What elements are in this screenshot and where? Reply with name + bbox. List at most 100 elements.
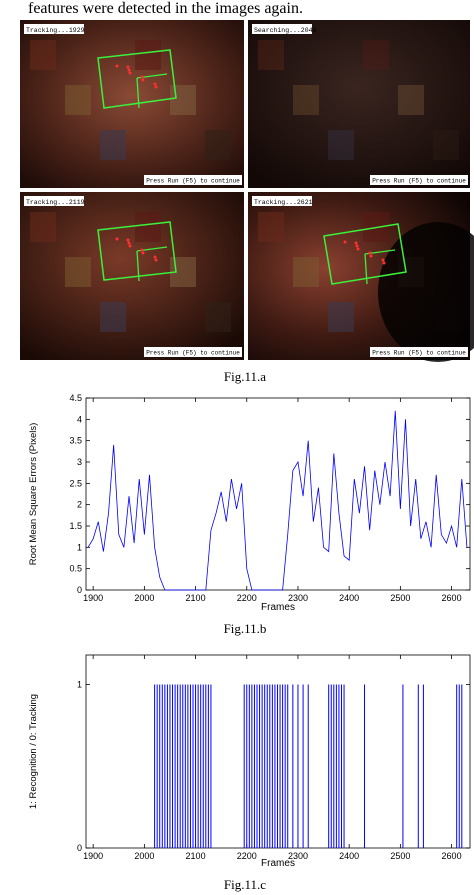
feature-point <box>154 85 158 89</box>
y-tick-label: 0 <box>77 843 82 853</box>
panel-hint: Press Run (F5) to continue <box>372 178 466 185</box>
photo-detail <box>30 40 56 70</box>
y-tick-label: 1 <box>77 679 82 689</box>
x-axis-label: Frames <box>261 602 295 613</box>
feature-point <box>141 78 145 82</box>
y-tick-label: 2 <box>77 500 82 510</box>
x-tick-label: 2000 <box>134 851 154 861</box>
photo-detail <box>293 85 319 115</box>
feature-point <box>153 255 157 259</box>
hint-box <box>370 347 468 357</box>
axis-arrow <box>136 77 140 109</box>
feature-point <box>343 240 347 244</box>
feature-point <box>126 238 130 242</box>
tracking-box <box>97 221 177 281</box>
image-panel: Tracking...2119 Press Run (F5) to continu… <box>20 192 244 360</box>
feature-point <box>154 258 158 262</box>
y-tick-label: 3 <box>77 457 82 467</box>
feature-point <box>126 65 130 69</box>
feature-point <box>128 71 132 75</box>
photo-detail <box>135 40 161 70</box>
x-tick-label: 2200 <box>237 851 257 861</box>
photo-detail <box>328 302 354 332</box>
feature-point <box>354 241 358 245</box>
y-axis-label: Root Mean Square Errors (Pixels) <box>28 423 39 566</box>
y-tick-label: 4.5 <box>69 393 82 403</box>
y-tick-label: 0 <box>77 585 82 595</box>
x-tick-label: 2300 <box>288 593 308 603</box>
x-tick-label: 2400 <box>339 593 359 603</box>
panel-label: Tracking...1929 <box>26 27 85 34</box>
photo-detail <box>100 130 126 160</box>
feature-point <box>115 237 119 241</box>
y-tick-label: 4 <box>77 414 82 424</box>
photo-detail <box>135 212 161 242</box>
x-tick-label: 2100 <box>186 851 206 861</box>
x-tick-label: 2400 <box>339 851 359 861</box>
hint-box <box>144 175 242 185</box>
x-tick-label: 1900 <box>83 851 103 861</box>
x-tick-label: 2600 <box>442 851 462 861</box>
plot-frame <box>85 397 471 591</box>
x-tick-label: 2200 <box>237 593 257 603</box>
photo-detail <box>100 302 126 332</box>
feature-point <box>141 251 145 255</box>
feature-point <box>382 261 386 265</box>
feature-point <box>369 254 373 258</box>
y-tick-label: 1.5 <box>69 521 82 531</box>
x-tick-label: 2500 <box>390 593 410 603</box>
x-axis-label: Frames <box>261 858 295 869</box>
photo-detail <box>293 257 319 287</box>
image-panel: Searching...2046 Press Run (F5) to contin… <box>248 20 470 188</box>
panel-hint: Press Run (F5) to continue <box>146 350 240 357</box>
x-tick-label: 2600 <box>442 593 462 603</box>
axis-arrow <box>136 250 140 282</box>
feature-point <box>115 64 119 68</box>
axis-arrow <box>364 253 368 285</box>
x-tick-label: 2000 <box>134 593 154 603</box>
x-tick-label: 2500 <box>390 851 410 861</box>
photo-detail <box>258 40 284 70</box>
image-panel: Tracking...2621 Press Run (F5) to continu… <box>248 192 474 362</box>
panel-label: Searching...2046 <box>254 27 317 34</box>
tracking-box <box>323 223 407 285</box>
photo-detail <box>433 130 459 160</box>
photo-detail <box>65 257 91 287</box>
data-line <box>87 410 468 591</box>
hint-box <box>144 347 242 357</box>
caption: Fig.11.a <box>224 369 266 384</box>
photo-detail <box>205 302 231 332</box>
photo-detail <box>170 85 196 115</box>
caption: Fig.11.b <box>224 621 267 636</box>
y-tick-label: 0.5 <box>69 564 82 574</box>
photo-detail <box>258 212 284 242</box>
hint-box <box>370 175 468 185</box>
feature-point <box>140 75 144 79</box>
y-tick-label: 3.5 <box>69 436 82 446</box>
label-box <box>24 24 84 34</box>
panel-label: Tracking...2119 <box>26 199 85 206</box>
tracking-box <box>97 49 177 109</box>
feature-point <box>127 68 131 72</box>
label-box <box>252 24 312 34</box>
panel-hint: Press Run (F5) to continue <box>146 178 240 185</box>
feature-point <box>153 82 157 86</box>
y-tick-label: 2.5 <box>69 478 82 488</box>
photo-detail <box>398 85 424 115</box>
feature-point <box>355 244 359 248</box>
chart: 1900 2000 2100 2200 2300 2400 2500 2600 0 1 Frames… <box>28 654 471 892</box>
photo-detail <box>205 130 231 160</box>
panel-label: Tracking...2621 <box>254 199 313 206</box>
photo-detail <box>65 85 91 115</box>
label-box <box>252 196 312 206</box>
feature-point <box>128 244 132 248</box>
shadow <box>378 222 474 362</box>
y-axis-label: 1: Recognition / 0: Tracking <box>28 694 39 809</box>
panel-hint: Press Run (F5) to continue <box>372 350 466 357</box>
chart: 1900 2000 2100 2200 2300 2400 2500 2600 0 0.5 1 1.5… <box>28 393 471 636</box>
caption: Fig.11.c <box>224 877 266 892</box>
photo-detail <box>30 212 56 242</box>
feature-point <box>381 258 385 262</box>
x-tick-label: 2300 <box>288 851 308 861</box>
